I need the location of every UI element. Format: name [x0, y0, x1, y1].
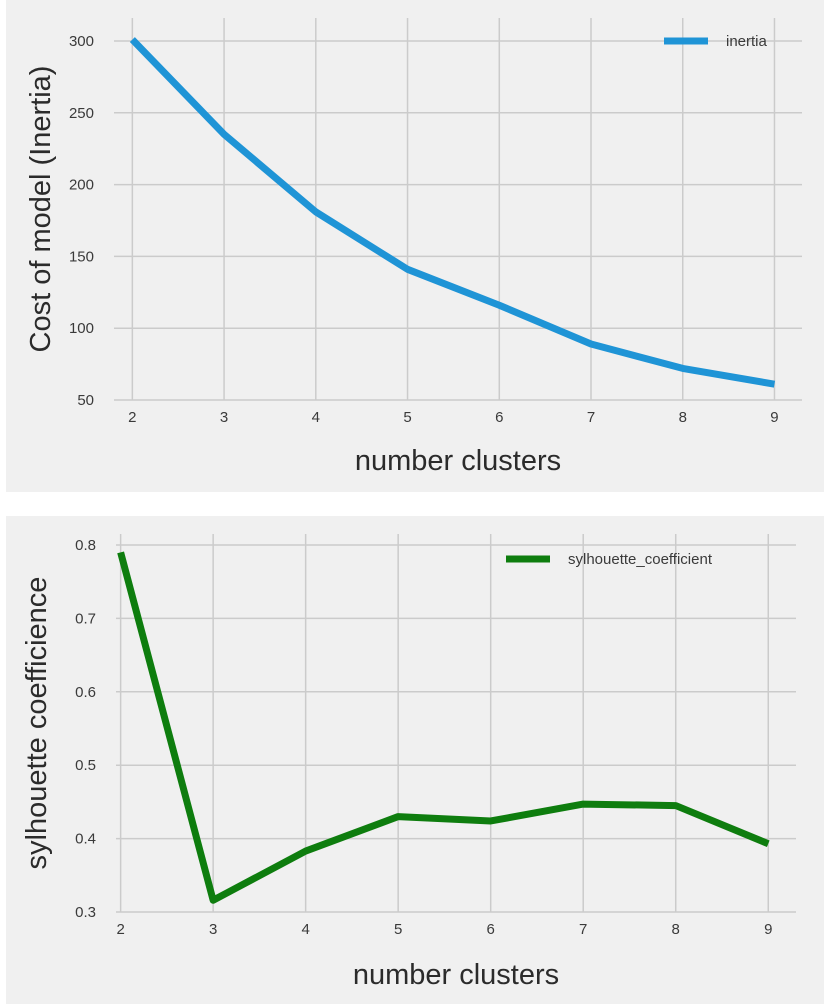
x-tick-label: 4: [301, 921, 309, 938]
grid: [114, 18, 802, 401]
y-tick-label: 0.4: [75, 831, 96, 848]
y-axis-label: sylhouette coefficience: [21, 577, 53, 870]
y-tick-label: 250: [69, 105, 94, 122]
x-tick-label: 6: [495, 409, 503, 426]
x-tick-label: 8: [672, 921, 680, 938]
inertia-chart: 2 3 4 5 6 7 8 9 50 100 150 200 250 300 number clusters…: [6, 0, 824, 492]
x-tick-label: 3: [209, 921, 217, 938]
y-tick-label: 0.6: [75, 684, 96, 701]
y-tick-label: 300: [69, 33, 94, 50]
legend-label: inertia: [726, 33, 768, 50]
silhouette-chart: 2 3 4 5 6 7 8 9 0.3 0.4 0.5 0.6 0.7 0.8 number cluster…: [6, 516, 824, 1004]
x-tick-label: 5: [403, 409, 411, 426]
x-tick-label: 7: [579, 921, 587, 938]
x-axis-label: number clusters: [355, 445, 561, 477]
y-tick-label: 0.3: [75, 904, 96, 921]
legend: sylhouette_coefficient: [506, 551, 713, 568]
grid: [116, 534, 796, 913]
x-tick-label: 6: [487, 921, 495, 938]
x-tick-label: 2: [128, 409, 136, 426]
y-tick-label: 0.8: [75, 537, 96, 554]
x-tick-label: 5: [394, 921, 402, 938]
y-tick-label: 200: [69, 177, 94, 194]
series-line: [129, 37, 776, 388]
y-tick-label: 0.7: [75, 610, 96, 627]
y-axis-label: Cost of model (Inertia): [25, 66, 57, 353]
inertia-chart-svg: 2 3 4 5 6 7 8 9 50 100 150 200 250 300 number clusters…: [25, 18, 802, 477]
y-tick-label: 50: [77, 392, 94, 409]
x-tick-label: 2: [116, 921, 124, 938]
x-tick-label: 9: [770, 409, 778, 426]
legend: inertia: [664, 33, 768, 50]
x-tick-label: 4: [312, 409, 320, 426]
y-tick-label: 100: [69, 320, 94, 337]
x-axis-label: number clusters: [353, 959, 559, 991]
x-tick-label: 7: [587, 409, 595, 426]
x-tick-label: 9: [764, 921, 772, 938]
legend-label: sylhouette_coefficient: [568, 551, 713, 568]
y-tick-label: 0.5: [75, 757, 96, 774]
y-tick-label: 150: [69, 248, 94, 265]
series-line: [117, 551, 770, 904]
silhouette-chart-svg: 2 3 4 5 6 7 8 9 0.3 0.4 0.5 0.6 0.7 0.8 number cluster…: [21, 534, 796, 991]
x-tick-label: 8: [679, 409, 687, 426]
x-tick-label: 3: [220, 409, 228, 426]
